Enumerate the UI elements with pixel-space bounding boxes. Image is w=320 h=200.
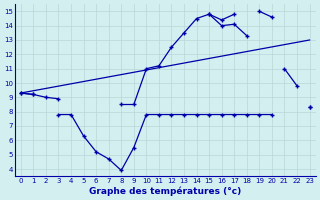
X-axis label: Graphe des températures (°c): Graphe des températures (°c)	[89, 186, 241, 196]
